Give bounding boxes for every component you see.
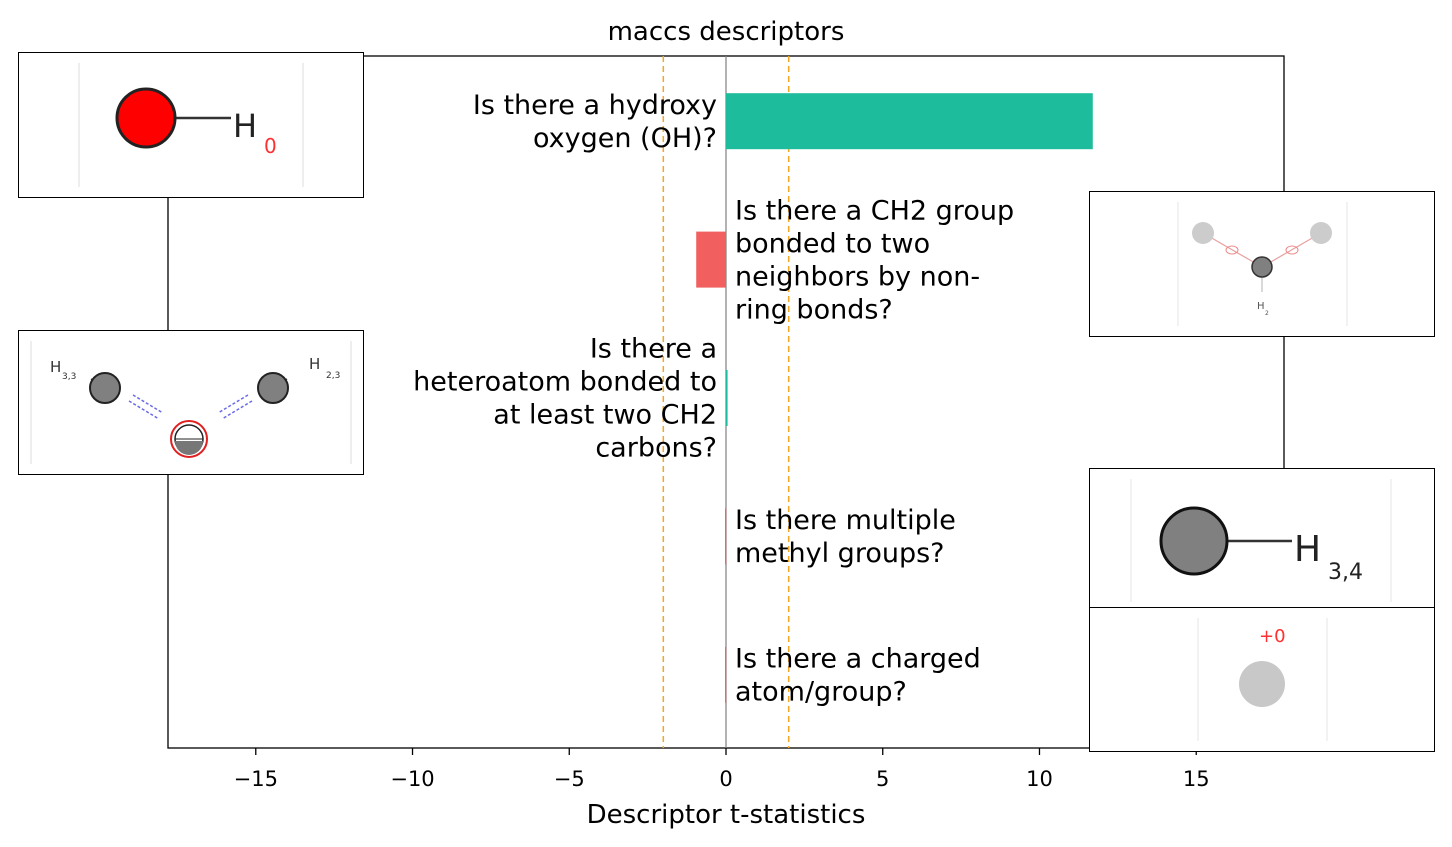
- x-tick-label: −15: [234, 767, 278, 791]
- inset-heteroatom: H 3,3 H 2,3: [18, 330, 364, 475]
- ch2-atom-label: H: [1257, 301, 1265, 312]
- bar-label: Is there a charged: [735, 644, 981, 675]
- x-tick-label: −5: [554, 767, 585, 791]
- oxygen-atom: [115, 87, 177, 149]
- ch2-sub-label: 2: [1265, 310, 1269, 317]
- charged-atom: [1239, 661, 1285, 707]
- charge-label: +0: [1259, 626, 1286, 647]
- bar-label: methyl groups?: [735, 538, 945, 569]
- methyl-carbon-atom: [1159, 506, 1229, 576]
- heteroatom-molecule-drawing: H 3,3 H 2,3: [30, 341, 352, 464]
- bar-label: bonded to two: [735, 228, 930, 259]
- x-tick-label: 10: [1026, 767, 1053, 791]
- x-tick-label: 5: [876, 767, 889, 791]
- neighbor-atom-left: [1192, 222, 1214, 244]
- bar-label: Is there a hydroxy: [473, 90, 717, 121]
- heteroatom-right-label: H: [309, 355, 320, 373]
- ch2-carbon-left: [89, 372, 121, 404]
- x-tick-label: −10: [390, 767, 434, 791]
- bar-5: [725, 646, 727, 703]
- x-tick-label: 15: [1183, 767, 1210, 791]
- bar-label: Is there a CH2 group: [735, 195, 1014, 226]
- x-tick-label: 0: [719, 767, 732, 791]
- inset-methyl: H 3,4: [1089, 468, 1435, 613]
- bar-label: carbons?: [595, 433, 717, 464]
- bar-label: ring bonds?: [735, 294, 893, 325]
- inset-hydroxy: H 0: [18, 52, 364, 198]
- x-axis-label: Descriptor t-statistics: [587, 800, 866, 830]
- heteroatom-left-sub: 3,3: [62, 372, 76, 382]
- bar-4: [725, 508, 727, 565]
- methyl-molecule-drawing: H 3,4: [1130, 479, 1392, 602]
- heteroatom-left-label: H: [50, 358, 61, 376]
- bar-label: Is there a: [590, 334, 717, 365]
- charged-molecule-drawing: +0: [1197, 618, 1328, 741]
- neighbor-atom-right: [1310, 222, 1332, 244]
- hydroxy-atom-label: H: [233, 107, 257, 145]
- bar-1: [726, 93, 1093, 150]
- heteroatom-highlight: [170, 420, 208, 458]
- bar-label: at least two CH2: [493, 400, 717, 431]
- methyl-atom-label: H: [1294, 529, 1321, 570]
- inset-charged: +0: [1089, 607, 1435, 752]
- carbon-atom: [1251, 256, 1273, 278]
- hydroxy-sub-label: 0: [264, 134, 277, 158]
- inset-ch2: H 2: [1089, 191, 1435, 337]
- ch2-carbon-right: [257, 372, 289, 404]
- bar-3: [726, 370, 728, 426]
- chart-title: maccs descriptors: [608, 17, 845, 47]
- heteroatom-right-sub: 2,3: [326, 371, 340, 381]
- bar-label: heteroatom bonded to: [413, 367, 717, 398]
- ch2-molecule-drawing: H 2: [1177, 202, 1348, 326]
- bar-label: oxygen (OH)?: [533, 123, 717, 154]
- hydroxy-molecule-drawing: H 0: [78, 63, 304, 187]
- bar-label: Is there multiple: [735, 505, 956, 536]
- bar-label: atom/group?: [735, 677, 907, 708]
- methyl-sub-label: 3,4: [1328, 560, 1363, 585]
- bar-2: [696, 231, 726, 288]
- bar-label: neighbors by non-: [735, 261, 980, 292]
